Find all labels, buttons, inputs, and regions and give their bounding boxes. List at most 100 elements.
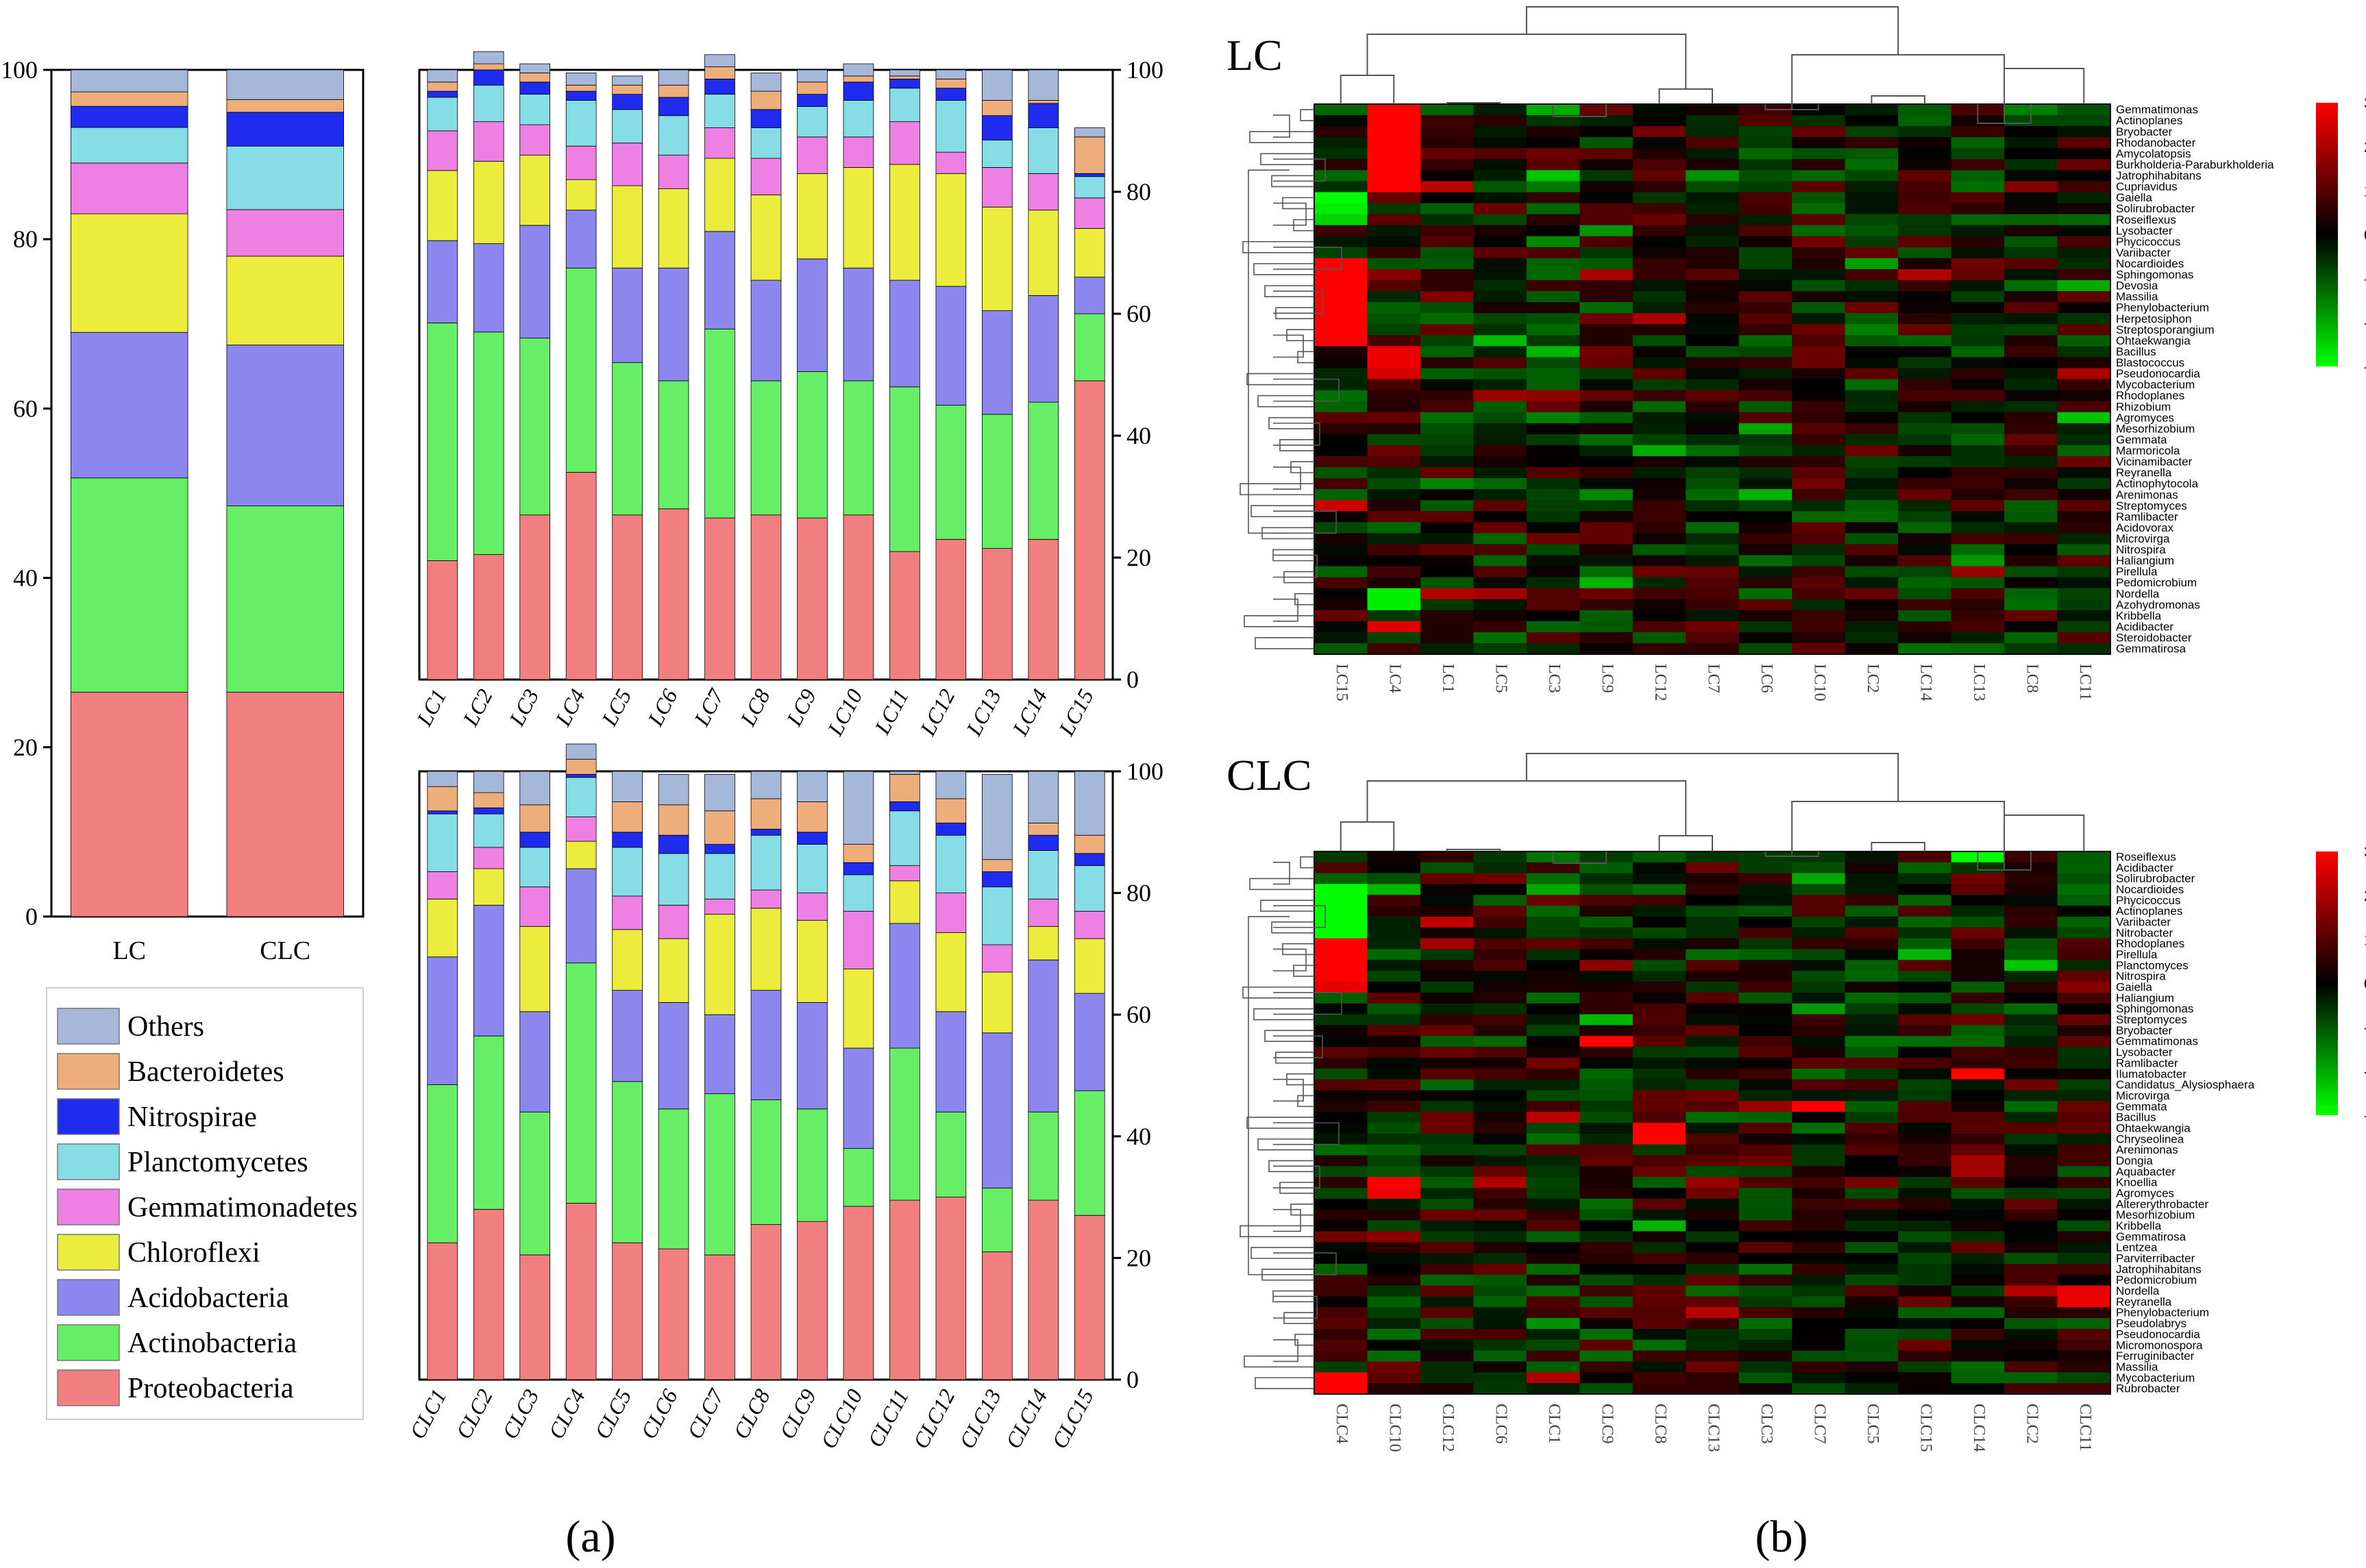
heatmap-cell-bryobacter-lc14 (1898, 126, 1952, 138)
heatmap-cell-marmoricola-lc12 (1632, 445, 1686, 457)
heatmap-cell-phenylobacterium-clc1 (1526, 1307, 1580, 1319)
bar-segment-lc12-gemmatimonadetes (935, 151, 967, 174)
heatmap-cell-reyranella-lc4 (1367, 466, 1421, 479)
heatmap-cell-variibacter-clc12 (1420, 917, 1474, 928)
heatmap-cell-mesorhizobium-clc14 (1951, 1209, 2005, 1221)
row-dendrogram-branch (1240, 1225, 1314, 1238)
heatmap-cell-parviterribacter-clc3 (1738, 1253, 1792, 1265)
row-label-microvirga: Microvirga (2116, 532, 2170, 545)
heatmap-cell-microvirga-lc5 (1473, 533, 1527, 545)
heatmap-cell-solirubrobacter-lc15 (1314, 203, 1368, 215)
row-label-streptomyces: Streptomyces (2116, 499, 2187, 512)
heatmap-cell-vicinamibacter-lc4 (1367, 456, 1421, 468)
heatmap-cell-haliangium-lc13 (1951, 555, 2005, 567)
row-dendrogram-branch (1273, 510, 1337, 534)
row-label-pseudonocardia: Pseudonocardia (2116, 1328, 2200, 1341)
bar-segment-lc9-actinobacteria (797, 371, 828, 519)
heatmap-cell-streptosporangium-lc4 (1367, 324, 1421, 336)
row-dendrogram-branch (1257, 1138, 1314, 1151)
heatmap-cell-mesorhizobium-clc8 (1632, 1209, 1686, 1221)
column-label-lc3: LC3 (1545, 664, 1563, 693)
bar-segment-clc11-acidobacteria (889, 923, 920, 1049)
heatmap-cell-phenylobacterium-lc13 (1951, 302, 2005, 314)
heatmap-cell-dongia-clc11 (2057, 1155, 2111, 1167)
heatmap-cell-acidibacter-clc5 (1845, 862, 1899, 874)
heatmap-cell-ohtaekwangia-lc13 (1951, 335, 2005, 347)
heatmap-cell-bacillus-clc6 (1473, 1112, 1527, 1123)
heatmap-cell-nitrospira-lc6 (1738, 544, 1792, 556)
row-label-herpetosiphon: Herpetosiphon (2116, 312, 2192, 325)
heatmap-cell-actinoplanes-lc10 (1792, 115, 1846, 127)
bar-segment-lc1-chloroflexi (427, 170, 458, 241)
heatmap-cell-phenylobacterium-lc4 (1367, 302, 1421, 314)
heatmap-cell-acidovorax-lc2 (1845, 522, 1899, 534)
heatmap-cell-ramlibacter-clc13 (1686, 1057, 1740, 1069)
heatmap-cell-nitrospira-lc1 (1420, 544, 1474, 556)
bar-segment-lc6-planctomycetes (658, 115, 689, 155)
heatmap-cell-parviterribacter-clc6 (1473, 1253, 1527, 1265)
heatmap-cell-actinoplanes-clc10 (1367, 906, 1421, 917)
heatmap-cell-gaiella-clc6 (1473, 982, 1527, 993)
heatmap-cell-azohydromonas-lc13 (1951, 599, 2005, 611)
bar-segment-clc8-actinobacteria (750, 1099, 782, 1225)
bar-segment-clc10-bacteroidetes (843, 844, 874, 863)
heatmap-cell-lentzea-clc13 (1686, 1242, 1740, 1254)
row-label-cupriavidus: Cupriavidus (2116, 180, 2178, 193)
heatmap-cell-haliangium-lc9 (1579, 555, 1634, 567)
heatmap-cell-sphingomonas-clc12 (1420, 1003, 1474, 1015)
bar-segment-clc14-chloroflexi (1028, 926, 1059, 960)
heatmap-cell-ilumatobacter-clc5 (1845, 1068, 1899, 1080)
heatmap-cell-bacillus-lc1 (1420, 346, 1474, 358)
heatmap-cell-rhodanobacter-lc3 (1526, 137, 1580, 149)
heatmap-cell-mycobacterium-lc12 (1632, 379, 1686, 391)
row-label-phenylobacterium: Phenylobacterium (2116, 1306, 2209, 1319)
heatmap-cell-gaiella-lc6 (1738, 192, 1792, 204)
heatmap-cell-rhodoplanes-lc8 (2004, 390, 2058, 402)
heatmap-cell-mycobacterium-lc7 (1686, 379, 1740, 391)
heatmap-cell-gemmata-lc2 (1845, 434, 1899, 446)
heatmap-cell-pirellula-lc3 (1526, 566, 1580, 578)
heatmap-cell-rhodoplanes-lc7 (1686, 390, 1740, 402)
bar-segment-lc14-bacteroidetes (1028, 100, 1059, 104)
heatmap-cell-haliangium-clc11 (2057, 992, 2111, 1004)
heatmap-cell-mesorhizobium-clc13 (1686, 1209, 1740, 1221)
heatmap-cell-mycobacterium-clc14 (1951, 1372, 2005, 1384)
heatmap-cell-mycobacterium-clc11 (2057, 1372, 2111, 1384)
heatmap-cell-actinophytocola-lc5 (1473, 478, 1527, 490)
row-label-altererythrobacter: Altererythrobacter (2116, 1197, 2208, 1210)
heatmap-cell-acidibacter-lc8 (2004, 621, 2058, 633)
heatmap-cell-streptomyces-lc2 (1845, 500, 1899, 512)
heatmap-cell-kribbella-clc6 (1473, 1220, 1527, 1232)
heatmap-cell-acidovorax-lc14 (1898, 522, 1952, 534)
heatmap-cell-agromyces-lc3 (1526, 412, 1580, 424)
heatmap-cell-pseudonocardia-clc12 (1420, 1328, 1474, 1341)
heatmap-cell-gemmata-lc5 (1473, 434, 1527, 446)
heatmap-cell-reyranella-lc11 (2057, 466, 2111, 479)
bar-segment-lc14-planctomycetes (1028, 127, 1059, 174)
heatmap-cell-nocardioides-lc4 (1367, 258, 1421, 270)
heatmap-cell-vicinamibacter-lc14 (1898, 456, 1952, 468)
heatmap-cell-rhizobium-lc8 (2004, 401, 2058, 413)
heatmap-cell-streptomyces-lc9 (1579, 500, 1634, 512)
bar-segment-clc14-acidobacteria (1028, 959, 1059, 1112)
heatmap-cell-ilumatobacter-clc10 (1367, 1068, 1421, 1080)
row-label-nordella: Nordella (2116, 587, 2160, 600)
heatmap-cell-devosia-lc14 (1898, 279, 1952, 292)
bar-segment-lc10-acidobacteria (843, 267, 874, 382)
heatmap-cell-cupriavidus-lc14 (1898, 181, 1952, 192)
heatmap-cell-ohtaekwangia-clc5 (1845, 1123, 1899, 1134)
row-label-actinoplanes: Actinoplanes (2116, 905, 2182, 918)
heatmap-cell-nocardioides-lc7 (1686, 258, 1740, 270)
heatmap-cell-gaiella-clc8 (1632, 982, 1686, 993)
column-label-lc1: LC1 (1439, 664, 1457, 693)
heatmap-cell-nocardioides-clc10 (1367, 884, 1421, 895)
heatmap-cell-acidovorax-lc8 (2004, 522, 2058, 534)
category-label-clc4: CLC4 (543, 1385, 590, 1443)
heatmap-cell-phenylobacterium-lc5 (1473, 302, 1527, 314)
heatmap-cell-microvirga-lc14 (1898, 533, 1952, 545)
bar-segment-lc-acidobacteria (71, 332, 188, 479)
bar-segment-clc10-proteobacteria (843, 1206, 874, 1380)
legend-swatch-chloroflexi (57, 1234, 120, 1271)
heatmap-cell-lysobacter-clc11 (2057, 1047, 2111, 1058)
legend-swatch-actinobacteria (57, 1324, 120, 1361)
